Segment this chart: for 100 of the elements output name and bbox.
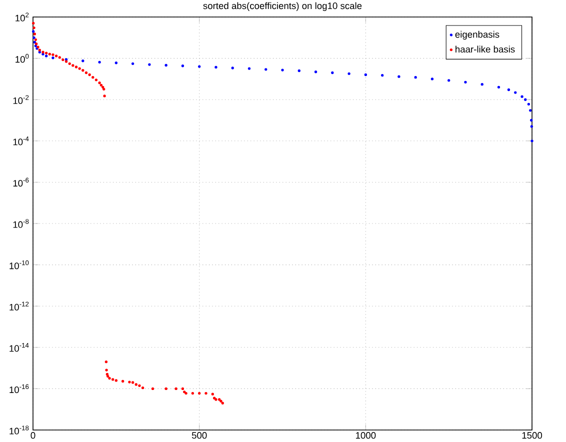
point [264, 68, 268, 71]
point [211, 392, 214, 396]
point [414, 76, 417, 79]
point [32, 30, 35, 33]
point [164, 387, 168, 390]
point [74, 66, 78, 68]
point [82, 69, 84, 72]
point [106, 374, 110, 378]
point [54, 54, 58, 58]
x-tick-label: 500 [192, 432, 207, 439]
point [331, 71, 334, 74]
point [530, 118, 533, 122]
point [52, 56, 54, 60]
point [221, 402, 224, 404]
y-tick-label: 10$^{-18}$ [10, 426, 29, 434]
point [220, 400, 222, 402]
y-tick-label: 10$^{2}$ [16, 12, 29, 22]
point [520, 95, 524, 98]
point [68, 62, 71, 66]
point [62, 58, 64, 62]
point [58, 56, 61, 59]
legend-label: haar-like basis [456, 46, 515, 53]
point [497, 86, 500, 89]
y-tick-label: 10$^{-10}$ [10, 260, 29, 270]
point [88, 73, 91, 76]
point [114, 379, 118, 382]
point [164, 64, 168, 67]
point [102, 86, 104, 89]
point [100, 84, 103, 87]
point [92, 76, 94, 79]
point [364, 73, 368, 76]
point [298, 69, 300, 72]
point [281, 68, 284, 72]
point [108, 376, 111, 380]
point [131, 381, 134, 384]
point [448, 79, 450, 82]
point [151, 387, 154, 390]
point [138, 384, 141, 388]
point [380, 74, 384, 77]
point [128, 380, 131, 384]
point [98, 60, 101, 64]
point [530, 125, 534, 128]
point [105, 368, 108, 372]
point [231, 66, 234, 70]
point [103, 94, 106, 98]
y-tick-label: 10$^{-2}$ [13, 95, 29, 104]
point [529, 109, 532, 112]
point [507, 88, 510, 92]
point [112, 378, 114, 381]
point [348, 72, 350, 76]
point [430, 78, 434, 80]
point [32, 26, 36, 30]
point [148, 63, 151, 66]
point [44, 54, 48, 58]
point [106, 372, 109, 376]
point [514, 91, 517, 94]
point [131, 62, 134, 66]
x-tick-label: 0 [30, 432, 36, 439]
y-tick-label: 10$^{-8}$ [13, 219, 29, 228]
point [102, 88, 106, 91]
point [398, 75, 400, 78]
point [480, 82, 484, 86]
point [121, 380, 124, 383]
point [181, 387, 184, 390]
y-tick-label: 10$^{-6}$ [13, 178, 29, 187]
point [524, 98, 527, 101]
point [314, 70, 318, 74]
point [183, 390, 186, 394]
y-tick-label: 10$^{-4}$ [13, 136, 29, 146]
point [218, 398, 221, 401]
point [184, 392, 188, 395]
point [134, 383, 138, 386]
chart-title: sorted abs(coefficients) on log10 scale [203, 2, 362, 11]
point [204, 392, 208, 395]
x-tick-label: 1000 [356, 432, 376, 439]
point [114, 62, 118, 64]
x-tick-label: 1500 [522, 432, 542, 439]
point [52, 53, 54, 56]
y-tick-label: 10$^{-14}$ [10, 343, 29, 352]
point [174, 387, 178, 390]
point [530, 140, 534, 142]
point [48, 52, 51, 56]
point [82, 60, 84, 62]
point [72, 64, 74, 67]
point [212, 396, 216, 400]
point [141, 386, 144, 390]
point [33, 32, 36, 36]
point [94, 78, 98, 82]
point [214, 66, 218, 69]
point [527, 102, 530, 106]
point [98, 81, 101, 84]
point [104, 360, 108, 364]
legend-label: eigenbasis [455, 30, 500, 40]
point [78, 67, 81, 70]
point [32, 22, 35, 25]
point [181, 64, 184, 68]
point [214, 398, 218, 401]
y-tick-label: 10$^{0}$ [16, 54, 29, 63]
point [198, 392, 201, 395]
point [84, 71, 88, 74]
